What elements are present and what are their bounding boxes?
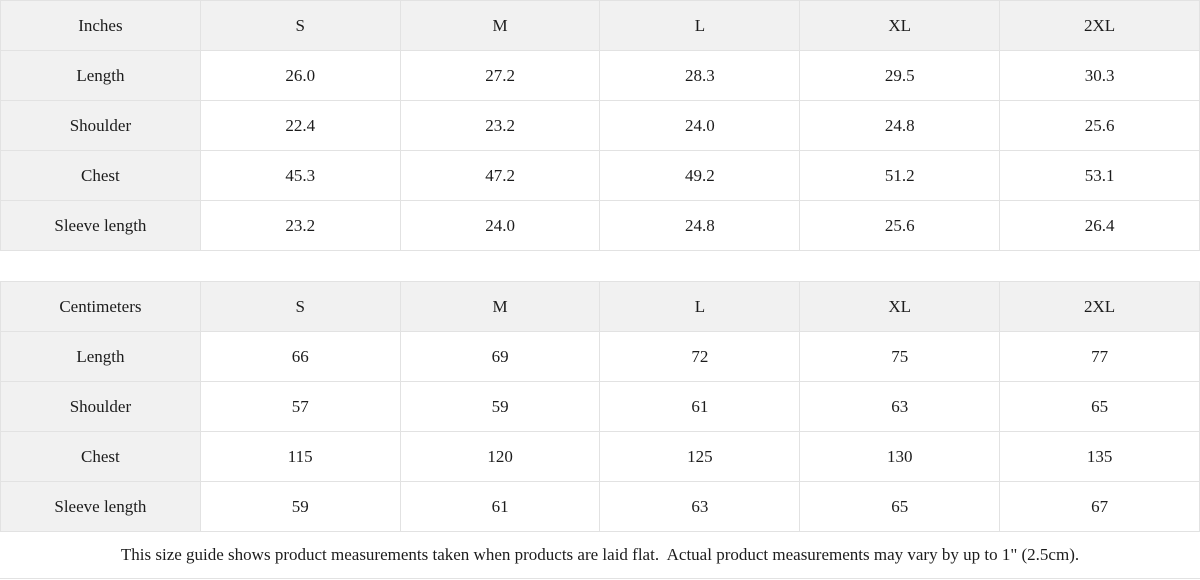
value-cell: 53.1 <box>999 150 1200 201</box>
row-label: Chest <box>0 431 201 482</box>
value-cell: 59 <box>399 381 601 432</box>
value-cell: 26.4 <box>999 200 1200 251</box>
row-label: Length <box>0 331 201 382</box>
size-guide-note: This size guide shows product measuremen… <box>0 532 1200 579</box>
centimeters-header-row: Centimeters S M L XL 2XL <box>0 281 1200 332</box>
value-cell: 24.8 <box>599 200 801 251</box>
value-cell: 26.0 <box>199 50 401 101</box>
value-cell: 63 <box>799 381 1001 432</box>
size-header: L <box>599 281 801 332</box>
table-row: Chest 45.3 47.2 49.2 51.2 53.1 <box>0 150 1200 201</box>
size-header: L <box>599 0 801 51</box>
size-header: 2XL <box>999 0 1200 51</box>
value-cell: 51.2 <box>799 150 1001 201</box>
value-cell: 49.2 <box>599 150 801 201</box>
table-row: Length 66 69 72 75 77 <box>0 331 1200 382</box>
row-label: Sleeve length <box>0 200 201 251</box>
value-cell: 63 <box>599 481 801 532</box>
value-cell: 24.8 <box>799 100 1001 151</box>
size-header: XL <box>799 281 1001 332</box>
size-header: S <box>199 281 401 332</box>
value-cell: 30.3 <box>999 50 1200 101</box>
table-row: Sleeve length 59 61 63 65 67 <box>0 481 1200 532</box>
value-cell: 25.6 <box>999 100 1200 151</box>
size-header: M <box>399 281 601 332</box>
table-row: Shoulder 57 59 61 63 65 <box>0 381 1200 432</box>
value-cell: 65 <box>999 381 1200 432</box>
value-cell: 77 <box>999 331 1200 382</box>
value-cell: 125 <box>599 431 801 482</box>
table-spacer <box>0 251 1200 281</box>
row-label: Sleeve length <box>0 481 201 532</box>
value-cell: 27.2 <box>399 50 601 101</box>
value-cell: 67 <box>999 481 1200 532</box>
value-cell: 72 <box>599 331 801 382</box>
row-label: Chest <box>0 150 201 201</box>
unit-header-centimeters: Centimeters <box>0 281 201 332</box>
value-cell: 24.0 <box>599 100 801 151</box>
value-cell: 75 <box>799 331 1001 382</box>
value-cell: 65 <box>799 481 1001 532</box>
value-cell: 130 <box>799 431 1001 482</box>
value-cell: 61 <box>399 481 601 532</box>
value-cell: 29.5 <box>799 50 1001 101</box>
value-cell: 23.2 <box>399 100 601 151</box>
table-row: Length 26.0 27.2 28.3 29.5 30.3 <box>0 50 1200 101</box>
table-row: Chest 115 120 125 130 135 <box>0 431 1200 482</box>
table-row: Shoulder 22.4 23.2 24.0 24.8 25.6 <box>0 100 1200 151</box>
value-cell: 69 <box>399 331 601 382</box>
value-cell: 61 <box>599 381 801 432</box>
value-cell: 45.3 <box>199 150 401 201</box>
size-header: XL <box>799 0 1001 51</box>
row-label: Shoulder <box>0 100 201 151</box>
row-label: Length <box>0 50 201 101</box>
value-cell: 47.2 <box>399 150 601 201</box>
value-cell: 28.3 <box>599 50 801 101</box>
value-cell: 135 <box>999 431 1200 482</box>
value-cell: 57 <box>199 381 401 432</box>
unit-header-inches: Inches <box>0 0 201 51</box>
value-cell: 22.4 <box>199 100 401 151</box>
value-cell: 25.6 <box>799 200 1001 251</box>
value-cell: 66 <box>199 331 401 382</box>
inches-table: Inches S M L XL 2XL Length 26.0 27.2 28.… <box>0 0 1200 251</box>
size-header: M <box>399 0 601 51</box>
value-cell: 59 <box>199 481 401 532</box>
size-header: 2XL <box>999 281 1200 332</box>
value-cell: 23.2 <box>199 200 401 251</box>
row-label: Shoulder <box>0 381 201 432</box>
value-cell: 24.0 <box>399 200 601 251</box>
value-cell: 115 <box>199 431 401 482</box>
centimeters-table: Centimeters S M L XL 2XL Length 66 69 72… <box>0 281 1200 532</box>
table-row: Sleeve length 23.2 24.0 24.8 25.6 26.4 <box>0 200 1200 251</box>
size-header: S <box>199 0 401 51</box>
value-cell: 120 <box>399 431 601 482</box>
inches-header-row: Inches S M L XL 2XL <box>0 0 1200 51</box>
